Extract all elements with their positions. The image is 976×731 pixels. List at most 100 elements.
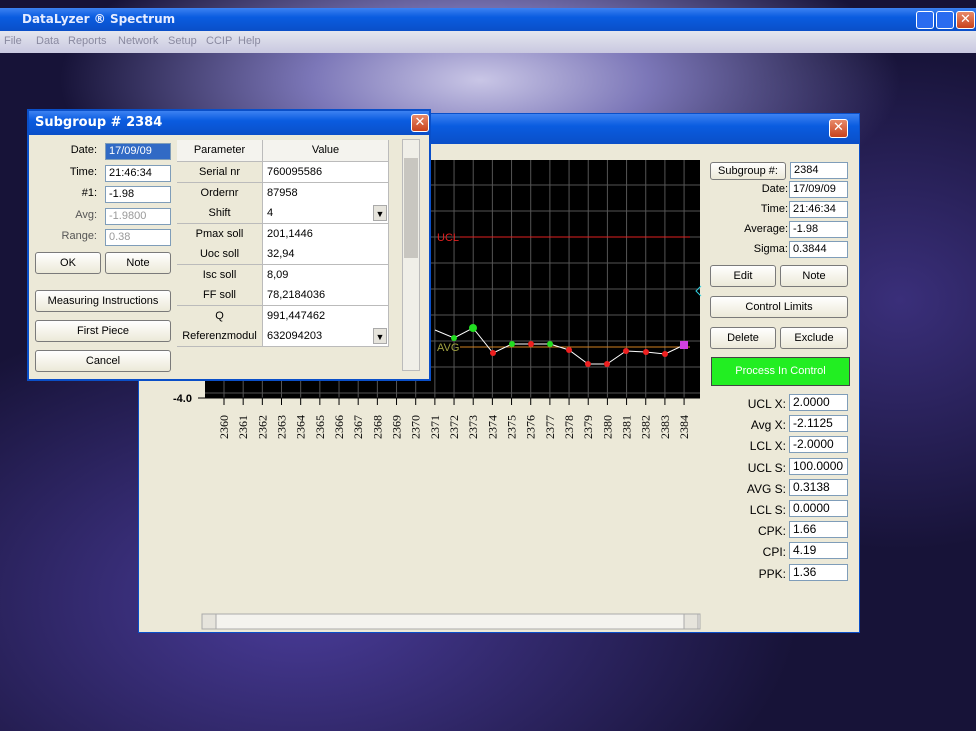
scroll-left[interactable] [201, 613, 217, 630]
measuring-button[interactable]: Measuring Instructions [35, 290, 171, 312]
value-cell[interactable]: 78,2184036 [263, 285, 389, 306]
subgroup-dialog: Subgroup # 2384 ✕ Date: 17/09/09 Time: 21:4… [27, 109, 431, 381]
stat-value: 4.19 [789, 542, 848, 560]
note-button[interactable]: Note [780, 265, 848, 287]
stat-value: 0.0000 [789, 500, 848, 517]
minimize-button[interactable] [916, 11, 934, 29]
x-tick-label: 2367 [351, 415, 365, 439]
close-button[interactable]: ✕ [829, 119, 848, 138]
points-below [490, 341, 668, 367]
parameter-cell: Isc soll [177, 264, 263, 286]
menu-item[interactable]: Setup [168, 35, 197, 47]
parameter-cell: Serial nr [177, 162, 263, 183]
value-cell[interactable]: 760095586 [263, 162, 389, 183]
value-cell[interactable]: 8,09 [263, 264, 389, 286]
field-value[interactable]: -1.98 [105, 186, 171, 203]
exclude-button[interactable]: Exclude [780, 327, 848, 349]
menu-item[interactable]: Data [36, 35, 60, 47]
info-value: -1.98 [789, 221, 848, 238]
h-scrollbar[interactable] [201, 613, 701, 630]
menu-item[interactable]: Network [118, 35, 159, 47]
value-cell[interactable]: 632094203 [263, 326, 389, 347]
close-button[interactable]: ✕ [411, 114, 429, 132]
x-tick-label: 2361 [236, 415, 250, 439]
x-tick-label: 2365 [313, 415, 327, 439]
stat-value: 2.0000 [789, 394, 848, 411]
parameter-cell: Ordernr [177, 182, 263, 204]
x-tick-label: 2370 [409, 415, 423, 439]
points-in [451, 324, 553, 347]
stat-value: -2.1125 [789, 415, 848, 433]
note-button[interactable]: Note [105, 252, 171, 274]
field-value: -1.9800 [105, 207, 171, 225]
field-value[interactable]: 17/09/09 [105, 143, 171, 160]
parameter-cell: Pmax soll [177, 223, 263, 245]
x-tick-label: 2379 [581, 415, 595, 439]
subgroup-value[interactable]: 2384 [790, 162, 848, 179]
info-value: 0.3844 [789, 241, 848, 258]
app-title-bar: DataLyzer ® Spectrum ✕ [0, 8, 976, 31]
stat-value: 0.3138 [789, 478, 848, 496]
field-value: 0.38 [105, 229, 171, 246]
first-piece-button[interactable]: First Piece [35, 320, 171, 342]
x-tick-label: 2363 [275, 415, 289, 439]
x-tick-label: 2376 [524, 415, 538, 439]
x-tick-label: 2369 [390, 415, 404, 439]
control-limits-button[interactable]: Control Limits [710, 296, 848, 318]
ok-button[interactable]: OK [35, 252, 101, 274]
stat-label: CPI: [762, 545, 786, 560]
stat-label: CPK: [757, 524, 786, 539]
scroll-thumb[interactable] [404, 158, 418, 258]
x-tick-label: 2374 [485, 415, 499, 439]
value-cell[interactable]: 32,94 [263, 244, 389, 265]
parameter-cell: Referenzmodul [177, 326, 263, 347]
stat-value: 1.36 [789, 563, 848, 581]
x-tick-label: 2383 [658, 415, 672, 439]
stat-value: 1.66 [789, 521, 848, 539]
subgroup-button[interactable]: Subgroup #: [710, 162, 786, 180]
x-tick-label: 2372 [447, 415, 461, 439]
menu-item[interactable]: File [4, 35, 22, 47]
current-point [680, 341, 688, 349]
stat-value: -2.0000 [789, 436, 848, 454]
field-value[interactable]: 21:46:34 [105, 164, 171, 182]
menu-item[interactable]: Reports [68, 35, 107, 47]
app-title: DataLyzer ® Spectrum [22, 12, 176, 26]
v-scrollbar[interactable] [402, 139, 420, 371]
edit-button[interactable]: Edit [710, 265, 776, 287]
scroll-right[interactable] [683, 613, 699, 630]
x-tick-label: 2377 [543, 415, 557, 439]
parameter-cell: FF soll [177, 285, 263, 306]
dropdown-arrow[interactable]: ▼ [373, 328, 387, 344]
info-label: Time: [760, 203, 788, 215]
value-cell[interactable]: 991,447462 [263, 305, 389, 327]
parameter-cell: Q [177, 305, 263, 327]
stat-label: AVG S: [746, 481, 786, 496]
value-cell[interactable]: 4 [263, 203, 389, 224]
value-cell[interactable]: 201,1446 [263, 223, 389, 245]
field-label: Time: [69, 165, 97, 178]
dropdown-arrow[interactable]: ▼ [373, 205, 387, 221]
info-label: Average: [744, 223, 788, 235]
close-button[interactable]: ✕ [956, 11, 975, 29]
parameter-cell: Shift [177, 203, 263, 224]
x-tick-label: 2381 [620, 415, 634, 439]
maximize-button[interactable] [936, 11, 954, 29]
x-tick-label: 2371 [428, 415, 442, 439]
value-cell[interactable]: 87958 [263, 182, 389, 204]
data-line [434, 327, 685, 365]
x-tick-label: 2364 [294, 415, 308, 439]
menu-item[interactable]: Help [238, 35, 261, 47]
info-label: Sigma: [753, 243, 788, 255]
info-value: 21:46:34 [789, 201, 848, 218]
x-tick-label: 2375 [505, 415, 519, 439]
x-tick-label: 2380 [600, 415, 614, 439]
marker [695, 285, 702, 297]
table-header: Value [263, 140, 389, 162]
cancel-button[interactable]: Cancel [35, 350, 171, 372]
info-label: Date: [761, 183, 788, 195]
delete-button[interactable]: Delete [710, 327, 776, 349]
status: Process In Control [711, 357, 850, 386]
menu-item[interactable]: CCIP [206, 35, 233, 47]
